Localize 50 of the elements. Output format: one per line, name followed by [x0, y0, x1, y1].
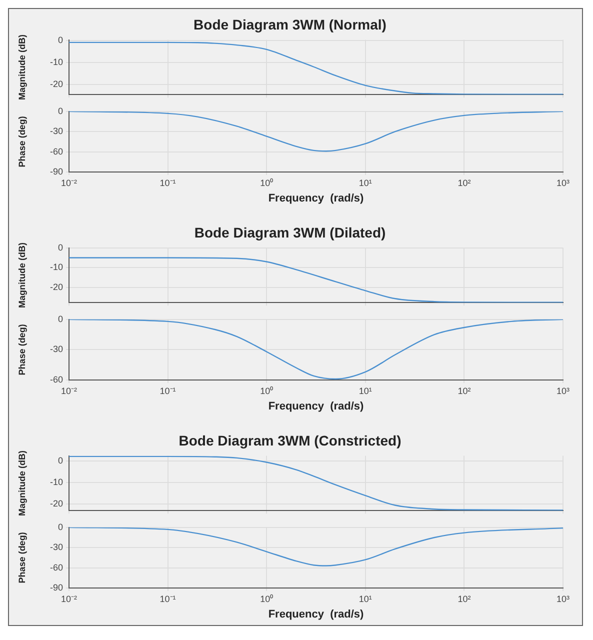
y-axis-title: Phase (deg) [16, 324, 27, 376]
x-tick-label: 10¹ [358, 594, 372, 604]
y-tick-label: 0 [58, 314, 63, 324]
y-tick-label: -30 [50, 542, 63, 552]
y-tick-label: -20 [50, 282, 63, 292]
x-tick-label: 10⁻² [60, 386, 78, 396]
x-tick-label: 10⁻² [60, 594, 78, 604]
y-tick-label: -60 [50, 146, 63, 156]
y-axis-title: Phase (deg) [16, 532, 27, 584]
y-tick-label: 0 [58, 456, 63, 466]
y-tick-label: -90 [50, 582, 63, 592]
y-axis-title: Phase (deg) [16, 116, 27, 168]
x-tick-label: 10³ [556, 386, 570, 396]
x-tick-label: 10⁰ [260, 178, 274, 188]
x-tick-label: 10¹ [358, 178, 372, 188]
y-tick-label: -20 [50, 498, 63, 509]
x-axis-title: Frequency (rad/s) [268, 192, 364, 204]
y-tick-label: -30 [50, 344, 63, 354]
x-tick-label: 10⁻¹ [160, 386, 176, 396]
chart-title: Bode Diagram 3WM (Constricted) [178, 432, 402, 448]
y-axis-title: Magnitude (dB) [16, 34, 27, 100]
chart-title: Bode Diagram 3WM (Dilated) [194, 224, 386, 240]
x-tick-label: 10⁻¹ [160, 178, 176, 188]
y-tick-label: 0 [58, 522, 63, 532]
x-tick-label: 10⁰ [260, 594, 274, 604]
x-tick-label: 10³ [556, 178, 570, 188]
y-tick-label: 0 [58, 242, 63, 252]
x-axis-title: Frequency (rad/s) [268, 608, 364, 620]
y-tick-label: -60 [50, 374, 63, 384]
y-tick-label: -60 [50, 562, 63, 572]
x-tick-label: 10¹ [358, 386, 372, 396]
x-tick-label: 10⁰ [260, 386, 274, 396]
x-tick-label: 10² [458, 178, 471, 188]
x-tick-label: 10⁻¹ [160, 594, 176, 604]
y-axis-title: Magnitude (dB) [16, 242, 27, 308]
y-tick-label: 0 [58, 106, 63, 116]
y-axis-title: Magnitude (dB) [16, 450, 27, 516]
y-tick-label: -10 [50, 262, 63, 272]
y-tick-label: -30 [50, 126, 63, 136]
y-tick-label: -90 [50, 166, 63, 176]
chart-title: Bode Diagram 3WM (Normal) [194, 16, 386, 32]
y-tick-label: -10 [50, 477, 63, 488]
x-tick-label: 10² [458, 386, 471, 396]
y-tick-label: 0 [58, 35, 63, 46]
x-tick-label: 10² [458, 594, 471, 604]
y-tick-label: -10 [50, 56, 63, 67]
x-tick-label: 10⁻² [60, 178, 78, 188]
y-tick-label: -20 [50, 78, 63, 89]
x-axis-title: Frequency (rad/s) [268, 400, 364, 412]
x-tick-label: 10³ [556, 594, 570, 604]
